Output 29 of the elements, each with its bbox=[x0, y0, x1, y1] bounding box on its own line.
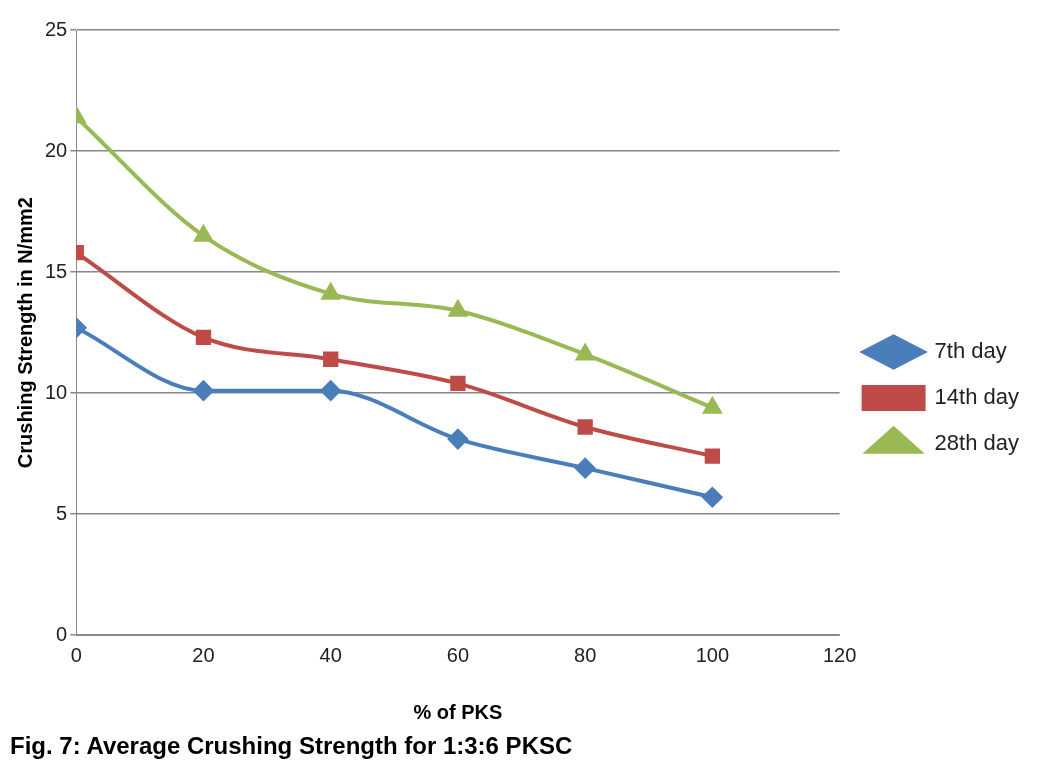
x-tick-label: 60 bbox=[446, 643, 470, 666]
point bbox=[575, 458, 596, 479]
y-axis-title: Crushing Strength in N/mm2 bbox=[13, 197, 36, 469]
x-tick-label: 100 bbox=[695, 643, 730, 666]
y-tick-label: 5 bbox=[56, 501, 68, 524]
x-axis-title: % of PKS bbox=[413, 700, 503, 723]
x-tick-label: 20 bbox=[192, 643, 215, 666]
y-tick-label: 15 bbox=[45, 259, 68, 282]
x-tick-label: 120 bbox=[822, 643, 857, 666]
x-tick-label: 0 bbox=[70, 643, 82, 666]
point bbox=[320, 380, 341, 401]
x-tick-label: 40 bbox=[319, 643, 342, 666]
point bbox=[195, 329, 212, 346]
point bbox=[702, 487, 723, 508]
y-tick-label: 20 bbox=[45, 138, 68, 161]
x-tick-label: 80 bbox=[574, 643, 597, 666]
text: Fig. 7: Average Crushing Strength for 1:3:6 PKSC bbox=[10, 732, 573, 760]
legend-label: 7th day bbox=[934, 338, 1007, 364]
y-tick-label: 25 bbox=[45, 17, 68, 40]
point bbox=[193, 380, 214, 401]
point bbox=[447, 429, 468, 450]
point bbox=[323, 351, 339, 367]
legend-label: 14th day bbox=[934, 384, 1019, 410]
y-tick-label: 0 bbox=[56, 622, 68, 645]
point bbox=[577, 419, 593, 435]
y-tick-label: 10 bbox=[45, 380, 68, 403]
legend-label: 28th day bbox=[934, 430, 1019, 456]
point bbox=[704, 448, 721, 464]
point bbox=[450, 375, 466, 392]
